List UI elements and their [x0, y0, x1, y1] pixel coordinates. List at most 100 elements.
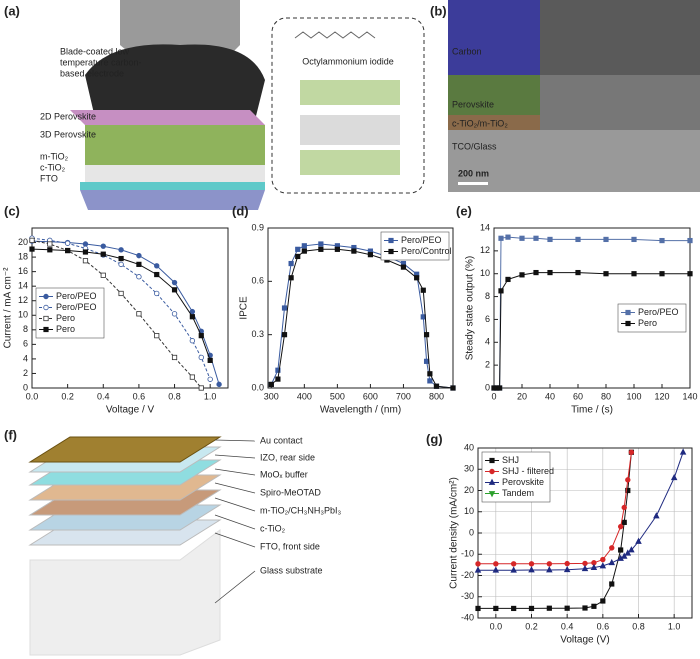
marker — [564, 605, 570, 611]
marker — [600, 556, 606, 563]
marker — [82, 241, 89, 247]
y-tick-label: 16 — [18, 266, 28, 276]
marker — [489, 468, 495, 475]
marker — [82, 249, 89, 255]
x-tick-label: 0.6 — [597, 621, 610, 631]
marker — [620, 552, 628, 559]
panel-label: (e) — [456, 203, 472, 218]
marker — [510, 566, 517, 573]
marker — [318, 241, 324, 247]
marker — [423, 358, 430, 364]
marker — [82, 258, 89, 264]
marker — [388, 237, 394, 244]
x-axis-label: Time / (s) — [571, 405, 613, 416]
leader-line — [214, 468, 256, 476]
marker — [281, 305, 288, 311]
legend-box — [617, 303, 687, 333]
y-tick-label: 4 — [23, 353, 28, 363]
marker — [563, 565, 571, 573]
y-tick-label: 10 — [480, 268, 490, 278]
series-line — [270, 248, 454, 389]
marker — [510, 561, 517, 567]
marker — [505, 234, 511, 240]
panel-label: (a) — [4, 3, 20, 18]
marker — [511, 605, 517, 612]
marker — [118, 247, 124, 253]
layer-label: Carbon — [452, 46, 482, 56]
leader-line — [214, 570, 256, 604]
layer-label: c-TiO₂ — [260, 523, 286, 533]
marker — [43, 326, 49, 333]
layer-label: TCO/Glass — [452, 141, 497, 151]
inset-octahedra — [300, 80, 400, 105]
x-tick-label: 0.0 — [26, 391, 39, 401]
series-line — [478, 452, 684, 571]
marker — [519, 235, 525, 241]
y-tick-label: -20 — [461, 570, 474, 580]
series-line — [478, 452, 632, 565]
plot-frame — [31, 227, 229, 389]
marker — [492, 566, 500, 573]
molecule — [294, 31, 376, 39]
marker — [609, 581, 615, 587]
x-tick-label: 800 — [429, 391, 444, 401]
leader-line — [214, 514, 256, 530]
inset-octahedra — [300, 150, 400, 175]
x-tick-label: 700 — [396, 391, 411, 401]
legend-label: Perovskite — [502, 477, 544, 487]
marker — [198, 333, 204, 339]
annotation: temperature carbon- — [60, 57, 142, 67]
scale-label: 200 nm — [458, 168, 489, 178]
y-tick-label: 0 — [469, 527, 474, 537]
layer-label: 3D Perovskite — [40, 129, 96, 139]
marker — [659, 271, 665, 277]
marker — [118, 290, 124, 297]
layer-label: Au contact — [260, 435, 303, 445]
marker — [136, 252, 142, 259]
marker — [171, 287, 178, 293]
marker — [493, 605, 499, 612]
marker — [635, 537, 642, 544]
marker — [43, 293, 49, 300]
annotation: Blade-coated low — [60, 46, 130, 56]
marker — [475, 605, 481, 612]
marker — [288, 275, 294, 281]
legend-label: Pero — [56, 324, 75, 334]
marker — [388, 248, 394, 255]
y-tick-label: 4 — [485, 337, 490, 347]
marker — [171, 311, 178, 317]
marker — [189, 374, 195, 380]
marker — [136, 261, 142, 267]
marker — [367, 252, 374, 258]
x-tick-label: 120 — [654, 391, 669, 401]
marker — [489, 457, 495, 464]
marker — [100, 251, 106, 257]
marker — [488, 478, 496, 485]
marker — [625, 477, 631, 483]
marker — [505, 276, 511, 283]
marker — [625, 487, 631, 494]
marker — [47, 241, 53, 247]
inset-box — [271, 17, 425, 194]
eds-carbon — [448, 0, 540, 75]
layer-label: c-TiO₂/m-TiO₂ — [452, 118, 508, 128]
marker — [136, 274, 142, 280]
marker — [474, 566, 482, 573]
marker — [575, 236, 581, 243]
y-tick-label: 10 — [464, 506, 474, 516]
marker — [528, 566, 535, 573]
layer-label: IZO, rear side — [260, 452, 315, 462]
marker — [154, 271, 160, 278]
marker — [496, 385, 503, 391]
marker — [43, 315, 49, 322]
y-tick-label: 20 — [18, 237, 28, 247]
y-tick-label: 40 — [464, 442, 474, 452]
x-tick-label: 0.8 — [168, 391, 181, 401]
marker — [281, 332, 288, 338]
marker — [625, 309, 631, 316]
x-tick-label: 0.6 — [133, 391, 146, 401]
marker — [575, 269, 581, 276]
leader-line — [214, 454, 256, 459]
eds-perovskite — [448, 75, 540, 115]
